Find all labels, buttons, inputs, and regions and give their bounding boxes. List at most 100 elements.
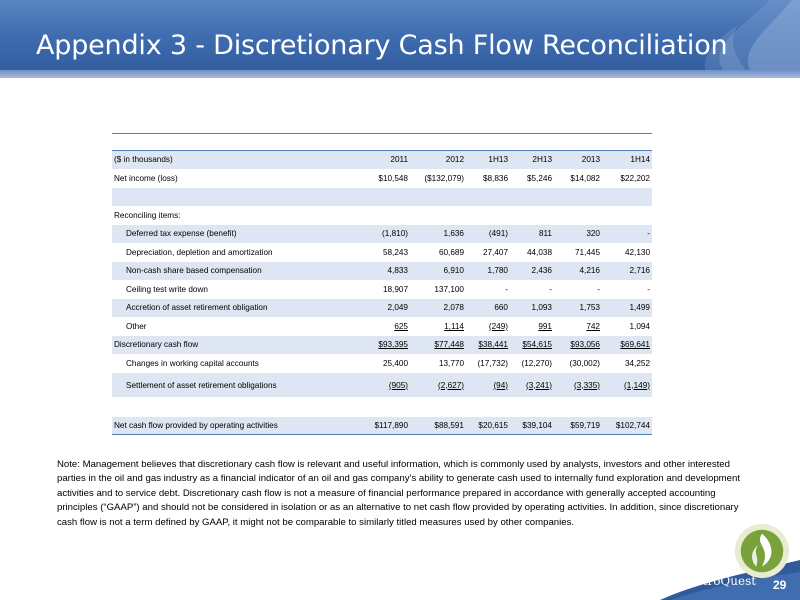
- table-cell: 1,093: [510, 298, 554, 318]
- table-cell: -: [602, 224, 652, 244]
- page-title: Appendix 3 - Discretionary Cash Flow Rec…: [36, 30, 728, 61]
- table-cell: [362, 187, 410, 207]
- table-cell: [602, 397, 652, 417]
- table-cell: 811: [510, 224, 554, 244]
- table-cell: $38,441: [466, 335, 510, 355]
- table-cell: 137,100: [410, 280, 466, 299]
- table-cell: 18,907: [362, 280, 410, 299]
- table-cell: [466, 187, 510, 207]
- table-cell: [410, 397, 466, 417]
- table-cell: $93,395: [362, 335, 410, 355]
- table-cell: [554, 397, 602, 417]
- table-total-row: Net cash flow provided by operating acti…: [112, 416, 652, 435]
- header-cell: 2012: [410, 151, 466, 170]
- table-cell: 2,716: [602, 261, 652, 281]
- row-label: Changes in working capital accounts: [112, 354, 362, 373]
- table-cell: 25,400: [362, 354, 410, 373]
- row-label: Accretion of asset retirement obligation: [112, 298, 362, 318]
- table-cell: 44,038: [510, 243, 554, 262]
- table-cell: -: [554, 280, 602, 299]
- footnote: Note: Management believes that discretio…: [57, 459, 741, 528]
- table-cell: $59,719: [554, 416, 602, 435]
- table-cell: 320: [554, 224, 602, 244]
- flame-watermark-icon: [704, 0, 800, 78]
- table-cell: $20,615: [466, 416, 510, 435]
- table-row: Deferred tax expense (benefit) (1,810) 1…: [112, 224, 652, 244]
- table-row: Ceiling test write down 18,907 137,100 -…: [112, 280, 652, 299]
- header-cell: 2013: [554, 151, 602, 170]
- table-row: Settlement of asset retirement obligatio…: [112, 372, 652, 398]
- table-cell: (3,241): [510, 372, 554, 398]
- row-label: Other: [112, 317, 362, 336]
- table-cell: -: [510, 280, 554, 299]
- table-cell: -: [466, 280, 510, 299]
- table-cell: $39,104: [510, 416, 554, 435]
- table-cell: 742: [554, 317, 602, 336]
- table-cell: $14,082: [554, 169, 602, 188]
- table-cell: 27,407: [466, 243, 510, 262]
- row-label: Net income (loss): [112, 169, 362, 188]
- table-cell: $69,641: [602, 335, 652, 355]
- table-cell: (94): [466, 372, 510, 398]
- table-row: Depreciation, depletion and amortization…: [112, 243, 652, 262]
- table-row: Changes in working capital accounts 25,4…: [112, 354, 652, 373]
- table-cell: [602, 187, 652, 207]
- header-cell: 1H13: [466, 151, 510, 170]
- table-row: Non-cash share based compensation 4,833 …: [112, 261, 652, 281]
- table-spacer-row: [112, 397, 652, 417]
- row-label: [112, 397, 362, 417]
- table-cell: 991: [510, 317, 554, 336]
- row-label: Reconciling items:: [112, 206, 362, 225]
- petroquest-flame-logo-icon: [734, 523, 790, 579]
- table-cell: 1,753: [554, 298, 602, 318]
- table-cell: [510, 206, 554, 225]
- table-cell: $8,836: [466, 169, 510, 188]
- table-cell: 58,243: [362, 243, 410, 262]
- table-row: Net income (loss) $10,548 ($132,079) $8,…: [112, 169, 652, 188]
- table-cell: [466, 397, 510, 417]
- table-cell: $88,591: [410, 416, 466, 435]
- row-label: Depreciation, depletion and amortization: [112, 243, 362, 262]
- table-cell: [410, 206, 466, 225]
- row-label: Non-cash share based compensation: [112, 261, 362, 281]
- table-cell: 660: [466, 298, 510, 318]
- table-cell: 1,499: [602, 298, 652, 318]
- row-label: Deferred tax expense (benefit): [112, 224, 362, 244]
- header-cell: 1H14: [602, 151, 652, 170]
- table-cell: $77,448: [410, 335, 466, 355]
- table-cell: (249): [466, 317, 510, 336]
- table-cell: 60,689: [410, 243, 466, 262]
- table-row: Reconciling items:: [112, 206, 652, 225]
- table-cell: [510, 397, 554, 417]
- header-banner: [0, 0, 800, 78]
- table-cell: (1,149): [602, 372, 652, 398]
- table-cell: [362, 397, 410, 417]
- table-cell: [362, 206, 410, 225]
- row-label: Discretionary cash flow: [112, 335, 362, 355]
- table-cell: 34,252: [602, 354, 652, 373]
- table-cell: 42,130: [602, 243, 652, 262]
- table-cell: [410, 187, 466, 207]
- table-cell: 6,910: [410, 261, 466, 281]
- table-cell: 4,216: [554, 261, 602, 281]
- table-header-row: ($ in thousands) 2011 2012 1H13 2H13 201…: [112, 151, 652, 170]
- table-top-rule: [112, 134, 652, 151]
- table-cell: $5,246: [510, 169, 554, 188]
- table-cell: (17,732): [466, 354, 510, 373]
- table-cell: 2,049: [362, 298, 410, 318]
- page-number: 29: [773, 578, 787, 592]
- table-cell: (905): [362, 372, 410, 398]
- table-cell: ($132,079): [410, 169, 466, 188]
- table-cell: [602, 206, 652, 225]
- table-cell: (491): [466, 224, 510, 244]
- table-row: Other 625 1,114 (249) 991 742 1,094: [112, 317, 652, 336]
- table-cell: $102,744: [602, 416, 652, 435]
- table-cell: 1,094: [602, 317, 652, 336]
- table-cell: [510, 187, 554, 207]
- table-cell: $54,615: [510, 335, 554, 355]
- company-logo-text: PetroQuest: [688, 574, 757, 588]
- table-cell: 4,833: [362, 261, 410, 281]
- header-cell: 2011: [362, 151, 410, 170]
- table-cell: (30,002): [554, 354, 602, 373]
- table-cell: [466, 206, 510, 225]
